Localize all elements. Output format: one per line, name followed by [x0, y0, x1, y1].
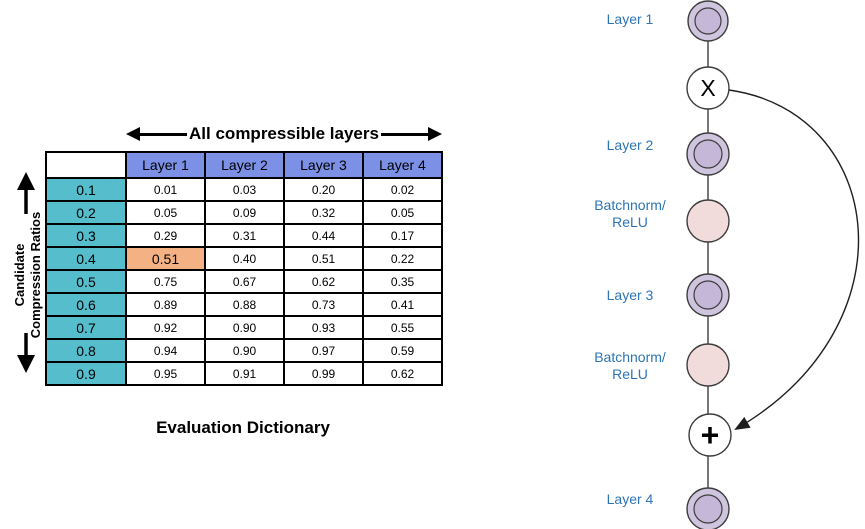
ratio-cell: 0.8 [45, 338, 127, 363]
eval-table-body: 0.1 0.01 0.03 0.20 0.02 0.2 0.05 0.09 0.32 0.05 0.… [45, 177, 443, 386]
network-diagram-panel: X + Layer 1 Layer 2 Batchnorm/ ReLU Laye… [570, 0, 865, 529]
value-cell: 0.92 [125, 315, 206, 340]
arrow-left-icon [126, 127, 140, 141]
batchnorm-relu-label-1: Batchnorm/ ReLU [570, 197, 690, 231]
value-cell: 0.91 [204, 361, 285, 386]
layer3-label: Layer 3 [606, 287, 654, 303]
column-header-layer2: Layer 2 [204, 151, 285, 179]
batchnorm-relu-label-2-line2: ReLU [612, 366, 648, 382]
value-cell: 0.67 [204, 269, 285, 294]
batchnorm-relu-label-1-line2: ReLU [612, 214, 648, 230]
multiply-node [686, 66, 730, 110]
ratio-axis-arrows [17, 172, 35, 373]
layer1-node-inner [694, 7, 722, 35]
batchnorm-relu-label-1-line1: Batchnorm/ [594, 197, 666, 213]
table-row: 0.8 0.94 0.90 0.97 0.59 [45, 338, 443, 363]
highlighted-value-cell: 0.51 [125, 246, 206, 271]
table-row: 0.2 0.05 0.09 0.32 0.05 [45, 200, 443, 225]
network-diagram-svg: X + [686, 0, 860, 529]
arrow-up-icon [17, 172, 35, 190]
corner-cell [45, 151, 127, 179]
ratio-cell: 0.3 [45, 223, 127, 248]
table-caption: Evaluation Dictionary [156, 418, 330, 437]
value-cell: 0.35 [362, 269, 443, 294]
ratio-cell: 0.5 [45, 269, 127, 294]
axis-label: All compressible layers [189, 124, 379, 143]
value-cell: 0.62 [283, 269, 364, 294]
value-cell: 0.32 [283, 200, 364, 225]
value-cell: 0.05 [362, 200, 443, 225]
value-cell: 0.40 [204, 246, 285, 271]
ratio-cell: 0.6 [45, 292, 127, 317]
value-cell: 0.90 [204, 338, 285, 363]
value-cell: 0.99 [283, 361, 364, 386]
value-cell: 0.51 [283, 246, 364, 271]
value-cell: 0.88 [204, 292, 285, 317]
value-cell: 0.03 [204, 177, 285, 202]
layer3-node-inner [693, 280, 723, 310]
axis-line [140, 132, 188, 136]
table-row: 0.6 0.89 0.88 0.73 0.41 [45, 292, 443, 317]
value-cell: 0.73 [283, 292, 364, 317]
layer4-label: Layer 4 [606, 491, 654, 507]
ratio-cell: 0.2 [45, 200, 127, 225]
table-row: 0.7 0.92 0.90 0.93 0.55 [45, 315, 443, 340]
ratio-cell: 0.9 [45, 361, 127, 386]
value-cell: 0.05 [125, 200, 206, 225]
value-cell: 0.17 [362, 223, 443, 248]
table-row: 0.1 0.01 0.03 0.20 0.02 [45, 177, 443, 202]
value-cell: 0.31 [204, 223, 285, 248]
column-header-layer1: Layer 1 [125, 151, 206, 179]
layer2-label: Layer 2 [606, 137, 654, 153]
value-cell: 0.44 [283, 223, 364, 248]
value-cell: 0.97 [283, 338, 364, 363]
arrow-right-icon [428, 127, 442, 141]
column-header-layer4: Layer 4 [362, 151, 443, 179]
value-cell: 0.75 [125, 269, 206, 294]
ratio-cell: 0.1 [45, 177, 127, 202]
column-header-layer3: Layer 3 [283, 151, 364, 179]
value-cell: 0.62 [362, 361, 443, 386]
table-row: 0.9 0.95 0.91 0.99 0.62 [45, 361, 443, 386]
value-cell: 0.29 [125, 223, 206, 248]
value-cell: 0.41 [362, 292, 443, 317]
table-row: 0.3 0.29 0.31 0.44 0.17 [45, 223, 443, 248]
table-row: 0.5 0.75 0.67 0.62 0.35 [45, 269, 443, 294]
value-cell: 0.55 [362, 315, 443, 340]
arrow-down-icon [17, 355, 35, 373]
evaluation-dictionary-table: Layer 1 Layer 2 Layer 3 Layer 4 0.1 0.01 0… [45, 151, 443, 386]
batchnorm-relu-node-2 [686, 343, 730, 387]
value-cell: 0.93 [283, 315, 364, 340]
add-node [688, 413, 732, 457]
header-row: Layer 1 Layer 2 Layer 3 Layer 4 [45, 151, 443, 179]
value-cell: 0.89 [125, 292, 206, 317]
axis-line [380, 132, 428, 136]
table-row: 0.4 0.51 0.40 0.51 0.22 [45, 246, 443, 271]
ratio-cell: 0.7 [45, 315, 127, 340]
value-cell: 0.22 [362, 246, 443, 271]
batchnorm-relu-node-1 [686, 199, 730, 243]
add-node-label: + [701, 417, 720, 453]
skip-connection-arrow [728, 89, 860, 431]
batchnorm-relu-label-2-line1: Batchnorm/ [594, 349, 666, 365]
value-cell: 0.90 [204, 315, 285, 340]
layer1-label: Layer 1 [606, 11, 654, 27]
value-cell: 0.20 [283, 177, 364, 202]
multiply-node-label: X [700, 75, 715, 101]
value-cell: 0.95 [125, 361, 206, 386]
value-cell: 0.09 [204, 200, 285, 225]
value-cell: 0.94 [125, 338, 206, 363]
batchnorm-relu-label-2: Batchnorm/ ReLU [570, 349, 690, 383]
value-cell: 0.01 [125, 177, 206, 202]
ratio-cell: 0.4 [45, 246, 127, 271]
value-cell: 0.02 [362, 177, 443, 202]
all-compressible-layers-axis: All compressible layers [126, 124, 442, 144]
layer2-node-inner [693, 139, 723, 169]
layer4-node-inner [693, 494, 723, 524]
value-cell: 0.59 [362, 338, 443, 363]
